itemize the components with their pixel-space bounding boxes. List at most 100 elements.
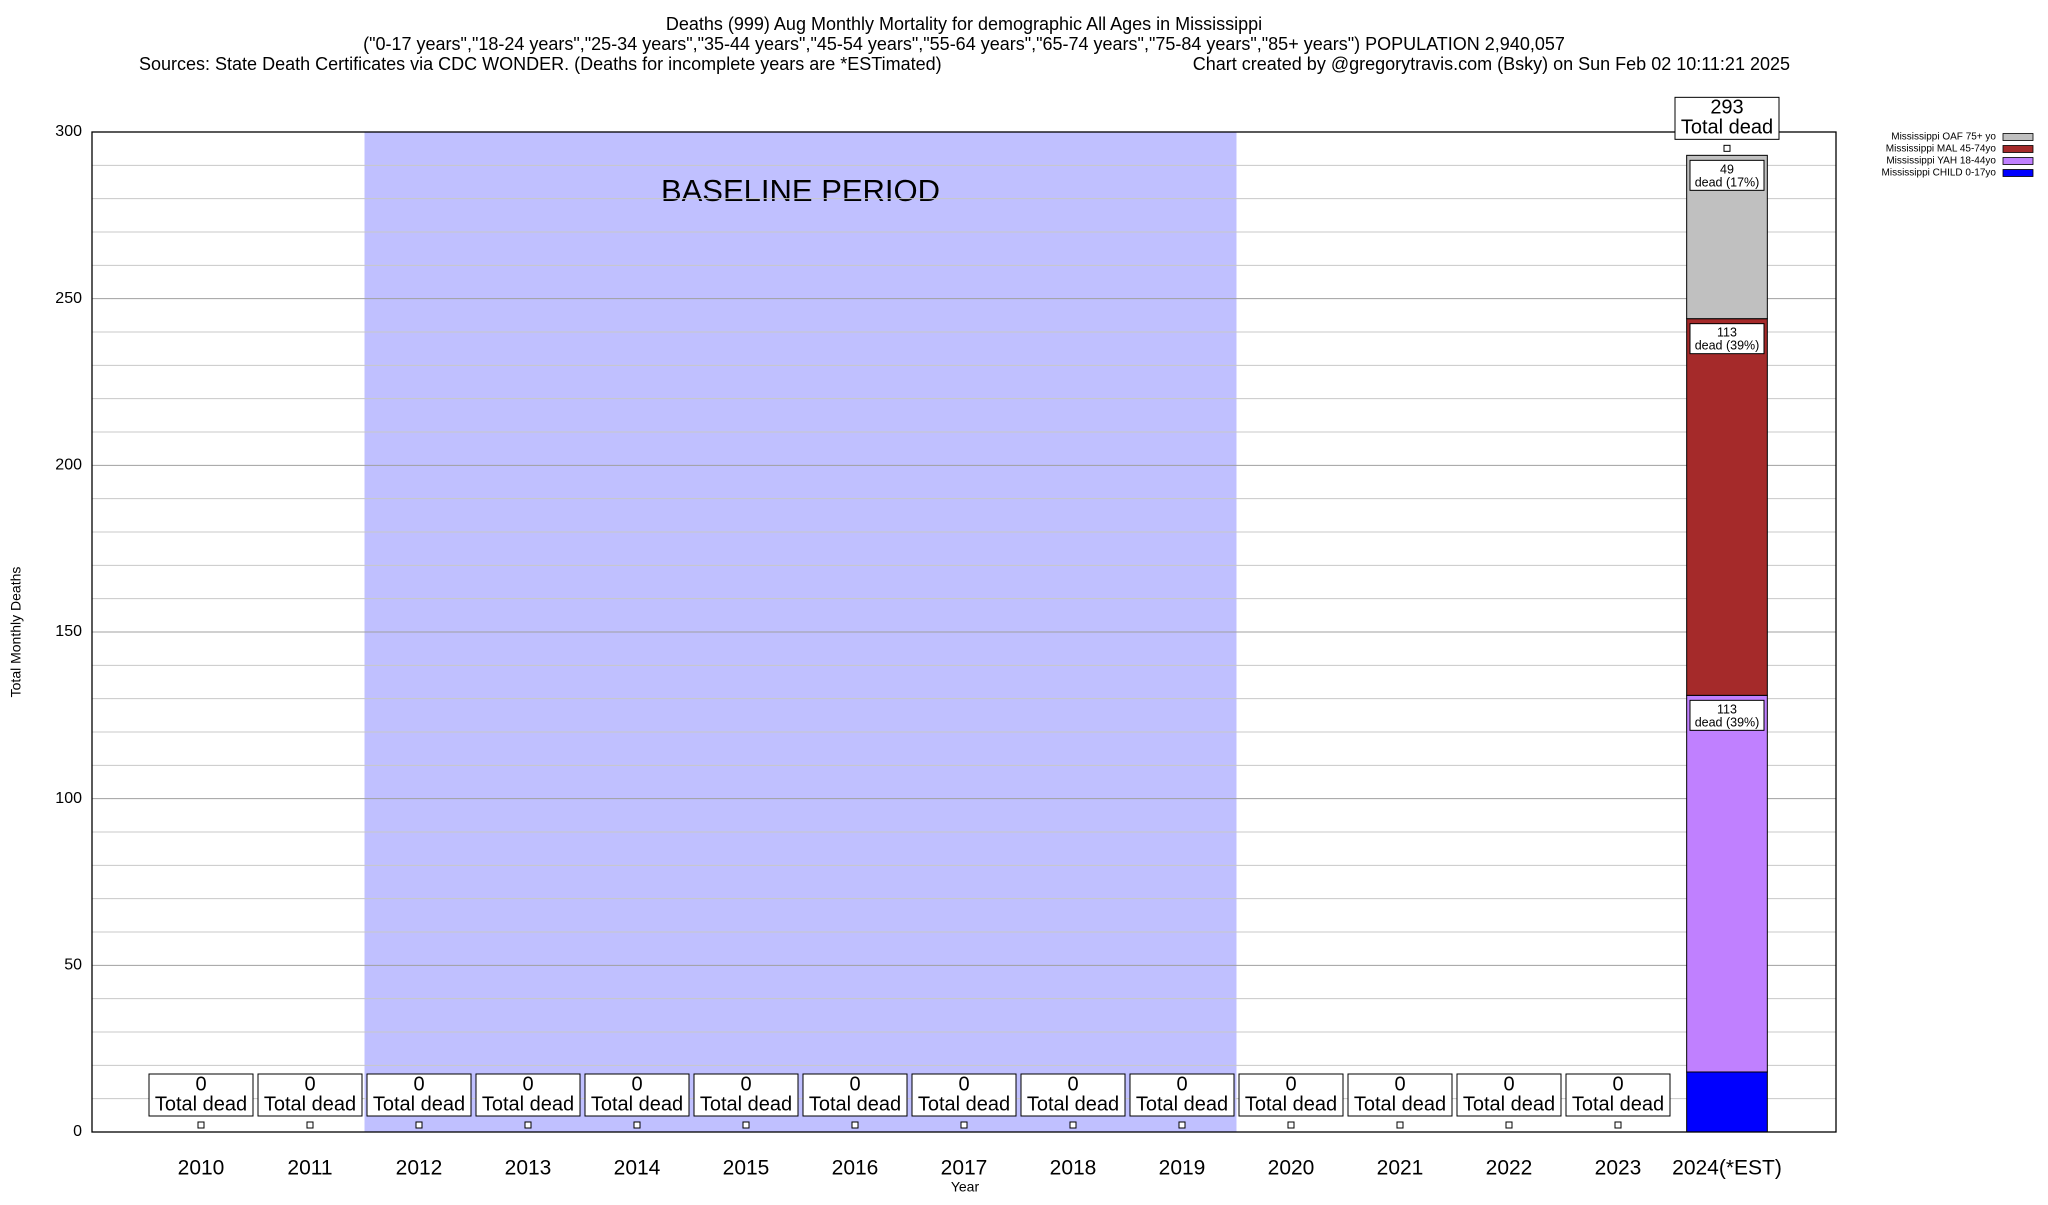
total-value: 0 xyxy=(304,1073,315,1095)
total-marker xyxy=(1723,144,1731,152)
total-value: 0 xyxy=(1067,1073,1078,1095)
total-label: Total dead xyxy=(1136,1093,1228,1115)
x-tick-label: 2021 xyxy=(1377,1157,1424,1180)
chart-credit: Chart created by @gregorytravis.com (Bsk… xyxy=(1193,54,1790,74)
y-tick-label: 250 xyxy=(55,290,82,307)
x-tick-label: 2020 xyxy=(1268,1157,1315,1180)
chart-title: Deaths (999) Aug Monthly Mortality for d… xyxy=(666,14,1262,34)
total-label: Total dead xyxy=(482,1093,574,1115)
x-tick-label: 2015 xyxy=(723,1157,770,1180)
total-value: 0 xyxy=(740,1073,751,1095)
legend-swatch xyxy=(2002,157,2034,165)
segment-value-label: 113 dead (39%) xyxy=(1695,703,1760,730)
total-label: Total dead xyxy=(809,1093,901,1115)
total-value: 0 xyxy=(1503,1073,1514,1095)
y-tick-label: 0 xyxy=(73,1123,82,1140)
total-label-box xyxy=(693,1073,799,1117)
y-axis-label: Total Monthly Deaths xyxy=(8,567,24,698)
total-label-box xyxy=(1674,96,1780,140)
total-label-box xyxy=(1238,1073,1344,1117)
legend-label: Mississippi CHILD 0-17yo xyxy=(1882,168,1997,179)
segment-label: 113 dead (39%) xyxy=(1689,323,1765,355)
plot-frame xyxy=(91,131,1837,1133)
x-tick-label: 2011 xyxy=(287,1157,332,1180)
total-label: Total dead xyxy=(918,1093,1010,1115)
legend-label: Mississippi OAF 75+ yo xyxy=(1891,132,1996,143)
y-tick-label: 300 xyxy=(55,123,82,140)
x-tick-label: 2017 xyxy=(941,1157,988,1180)
total-value: 0 xyxy=(1612,1073,1623,1095)
total-label-box xyxy=(1347,1073,1453,1117)
total-value: 0 xyxy=(413,1073,424,1095)
total-label: Total dead xyxy=(591,1093,683,1115)
x-tick-label: 2024(*EST) xyxy=(1672,1157,1782,1180)
total-label: Total dead xyxy=(1354,1093,1446,1115)
y-tick-label: 50 xyxy=(64,957,82,974)
segment-label-box xyxy=(1689,323,1765,355)
total-value: 0 xyxy=(849,1073,860,1095)
total-marker xyxy=(1614,1121,1622,1129)
total-label: Total dead xyxy=(700,1093,792,1115)
segment-value-label: 49 dead (17%) xyxy=(1695,163,1760,190)
total-value: 0 xyxy=(195,1073,206,1095)
total-value: 0 xyxy=(1176,1073,1187,1095)
x-tick-label: 2014 xyxy=(614,1157,661,1180)
segment-label-box xyxy=(1689,159,1765,191)
total-marker xyxy=(960,1121,968,1129)
segment-label-box xyxy=(1689,699,1765,731)
total-label-box xyxy=(1456,1073,1562,1117)
total-label: Total dead xyxy=(1463,1093,1555,1115)
total-label-box xyxy=(802,1073,908,1117)
total-label: Total dead xyxy=(155,1093,247,1115)
legend-swatch xyxy=(2002,169,2034,177)
total-label: Total dead xyxy=(1027,1093,1119,1115)
bar-segment xyxy=(1686,318,1768,696)
total-marker xyxy=(524,1121,532,1129)
total-label-box xyxy=(257,1073,363,1117)
x-tick-label: 2010 xyxy=(178,1157,225,1180)
total-label-box xyxy=(148,1073,254,1117)
total-marker xyxy=(1396,1121,1404,1129)
total-label: Total dead xyxy=(1245,1093,1337,1115)
total-label-box xyxy=(1129,1073,1235,1117)
x-tick-label: 2013 xyxy=(505,1157,552,1180)
x-tick-label: 2016 xyxy=(832,1157,879,1180)
x-tick-label: 2023 xyxy=(1595,1157,1642,1180)
segment-value-label: 113 dead (39%) xyxy=(1695,326,1760,353)
y-tick-label: 150 xyxy=(55,623,82,640)
x-axis-label: Year xyxy=(951,1179,980,1195)
total-label: Total dead xyxy=(373,1093,465,1115)
legend-label: Mississippi YAH 18-44yo xyxy=(1886,156,1996,167)
x-tick-label: 2012 xyxy=(396,1157,443,1180)
segment-label: 49 dead (17%) xyxy=(1689,159,1765,191)
total-marker xyxy=(415,1121,423,1129)
y-tick-label: 200 xyxy=(55,457,82,474)
total-value: 0 xyxy=(958,1073,969,1095)
total-label-box xyxy=(584,1073,690,1117)
total-marker xyxy=(1505,1121,1513,1129)
bar-segment xyxy=(1686,1071,1768,1133)
total-label: Total dead xyxy=(1681,117,1773,139)
total-label-box xyxy=(475,1073,581,1117)
total-marker xyxy=(1287,1121,1295,1129)
segment-label: 113 dead (39%) xyxy=(1689,699,1765,731)
x-tick-label: 2022 xyxy=(1486,1157,1533,1180)
total-label: Total dead xyxy=(264,1093,356,1115)
total-value: 0 xyxy=(1285,1073,1296,1095)
total-marker xyxy=(197,1121,205,1129)
chart-subtitle: ("0-17 years","18-24 years","25-34 years… xyxy=(363,34,1565,54)
total-label-box xyxy=(911,1073,1017,1117)
bar-segment xyxy=(1686,694,1768,1073)
total-marker xyxy=(1178,1121,1186,1129)
x-tick-label: 2019 xyxy=(1159,1157,1206,1180)
chart-source: Sources: State Death Certificates via CD… xyxy=(139,54,942,74)
total-value: 0 xyxy=(1394,1073,1405,1095)
total-label: Total dead xyxy=(1572,1093,1664,1115)
baseline-label: BASELINE PERIOD xyxy=(661,173,940,208)
x-tick-label: 2018 xyxy=(1050,1157,1097,1180)
legend-swatch xyxy=(2002,133,2034,141)
total-label-box xyxy=(1565,1073,1671,1117)
total-marker xyxy=(742,1121,750,1129)
